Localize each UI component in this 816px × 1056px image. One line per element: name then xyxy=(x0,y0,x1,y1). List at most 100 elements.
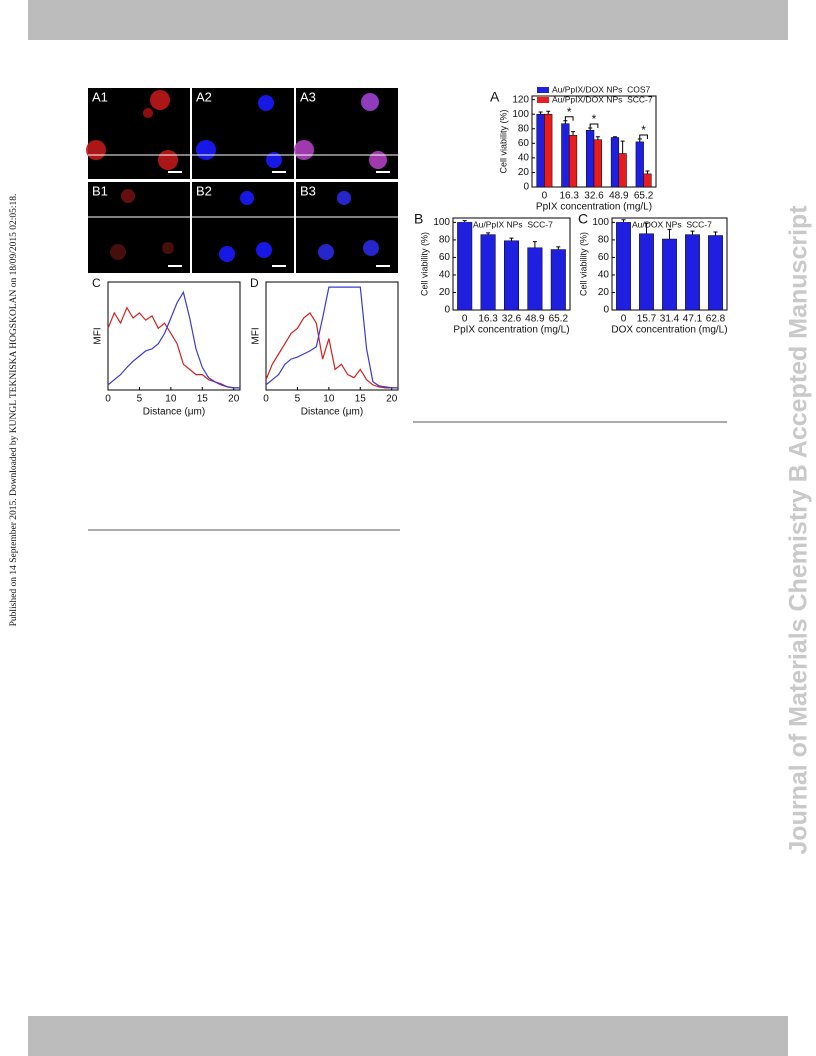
x-tick-label: 48.9 xyxy=(525,314,545,325)
significance-mark: * xyxy=(592,112,597,126)
error-bar xyxy=(538,111,543,115)
bar xyxy=(708,235,723,311)
y-tick-label: 80 xyxy=(598,235,610,246)
cell xyxy=(158,150,178,170)
y-tick-label: 100 xyxy=(433,217,450,228)
x-tick-label: 20 xyxy=(228,394,240,405)
cell xyxy=(361,93,379,111)
cell xyxy=(196,140,216,160)
error-bar xyxy=(563,120,568,124)
bar xyxy=(616,222,631,311)
error-bar xyxy=(621,219,626,223)
x-tick-label: 48.9 xyxy=(609,191,629,202)
x-tick-label: 31.4 xyxy=(660,314,680,325)
x-tick-label: 32.6 xyxy=(584,191,604,202)
y-axis-label: Cell viability (%) xyxy=(419,232,429,296)
bar xyxy=(561,123,570,188)
bar xyxy=(593,139,602,188)
x-tick-label: 15 xyxy=(197,394,209,405)
significance-bracket xyxy=(589,123,599,129)
y-axis-label: MFI xyxy=(251,327,262,344)
bar xyxy=(639,233,654,311)
y-tick-label: 60 xyxy=(518,138,530,149)
y-tick-label: 100 xyxy=(512,109,529,120)
panel-label: B2 xyxy=(196,183,212,198)
bar xyxy=(643,173,652,188)
error-bar xyxy=(612,136,617,138)
legend-swatch xyxy=(537,97,549,103)
legend-swatch xyxy=(537,87,549,93)
error-bar xyxy=(645,170,650,174)
x-tick-label: 5 xyxy=(295,394,301,405)
error-bar xyxy=(571,131,576,136)
legend-label: Au/PpIX/DOX NPs COS7 xyxy=(552,84,651,94)
x-tick-label: 20 xyxy=(386,394,398,405)
y-tick-label: 0 xyxy=(523,182,529,193)
x-tick-label: 62.8 xyxy=(706,314,726,325)
x-tick-label: 47.1 xyxy=(683,314,703,325)
y-tick-label: 20 xyxy=(518,167,530,178)
error-bar xyxy=(713,231,718,236)
cell xyxy=(219,246,235,262)
bar xyxy=(618,153,627,188)
bar xyxy=(550,249,566,311)
x-tick-label: 15 xyxy=(355,394,367,405)
cell xyxy=(110,244,126,260)
bar xyxy=(635,141,644,188)
panel-label: C xyxy=(578,211,588,227)
x-tick-label: 10 xyxy=(165,394,177,405)
plot-frame xyxy=(107,281,241,391)
bar xyxy=(610,137,620,188)
y-tick-label: 40 xyxy=(518,153,530,164)
legend-swatch xyxy=(617,222,629,228)
y-tick-label: 60 xyxy=(598,252,610,263)
y-tick-label: 20 xyxy=(439,287,451,298)
panel-label: A2 xyxy=(196,89,212,104)
bar xyxy=(586,129,595,188)
y-tick-label: 0 xyxy=(603,305,609,316)
download-note: Published on 14 September 2015. Download… xyxy=(9,194,19,627)
x-tick-label: 0 xyxy=(542,191,548,202)
error-bar xyxy=(588,127,593,131)
panel-label: A3 xyxy=(300,89,316,104)
error-bar xyxy=(532,241,537,248)
error-bar xyxy=(637,138,642,142)
x-tick-label: 0 xyxy=(105,394,111,405)
x-axis-label: Distance (μm) xyxy=(301,407,363,418)
bar xyxy=(457,222,473,311)
legend-swatch xyxy=(458,222,470,228)
cell xyxy=(337,191,351,205)
x-tick-label: 16.3 xyxy=(478,314,498,325)
cell xyxy=(121,189,135,203)
y-tick-label: 100 xyxy=(592,217,609,228)
plot-frame xyxy=(265,281,399,391)
x-tick-label: 0 xyxy=(462,314,468,325)
error-bar xyxy=(620,140,625,154)
panel-label: A1 xyxy=(92,89,108,104)
x-tick-label: 10 xyxy=(323,394,335,405)
error-bar xyxy=(556,246,561,250)
x-axis-label: PpIX concentration (mg/L) xyxy=(453,325,569,336)
bar xyxy=(503,240,520,311)
panel-label: B3 xyxy=(300,183,316,198)
y-tick-label: 80 xyxy=(439,235,451,246)
cell xyxy=(318,244,334,260)
profile-line xyxy=(107,290,240,389)
error-bar xyxy=(690,230,695,235)
profile-line xyxy=(265,286,398,389)
bar xyxy=(536,113,545,188)
bar xyxy=(685,234,700,311)
y-tick-label: 120 xyxy=(512,94,529,105)
bar xyxy=(568,135,578,188)
panel-label: B1 xyxy=(92,183,108,198)
error-bar xyxy=(667,228,672,240)
x-tick-label: 0 xyxy=(621,314,627,325)
x-tick-label: 65.2 xyxy=(549,314,569,325)
x-axis-label: PpIX concentration (mg/L) xyxy=(536,202,652,213)
cell xyxy=(266,152,282,168)
bar xyxy=(527,247,543,311)
x-axis-label: DOX concentration (mg/L) xyxy=(611,325,727,336)
watermark: Journal of Materials Chemistry B Accepte… xyxy=(785,205,813,855)
cell xyxy=(258,95,274,111)
